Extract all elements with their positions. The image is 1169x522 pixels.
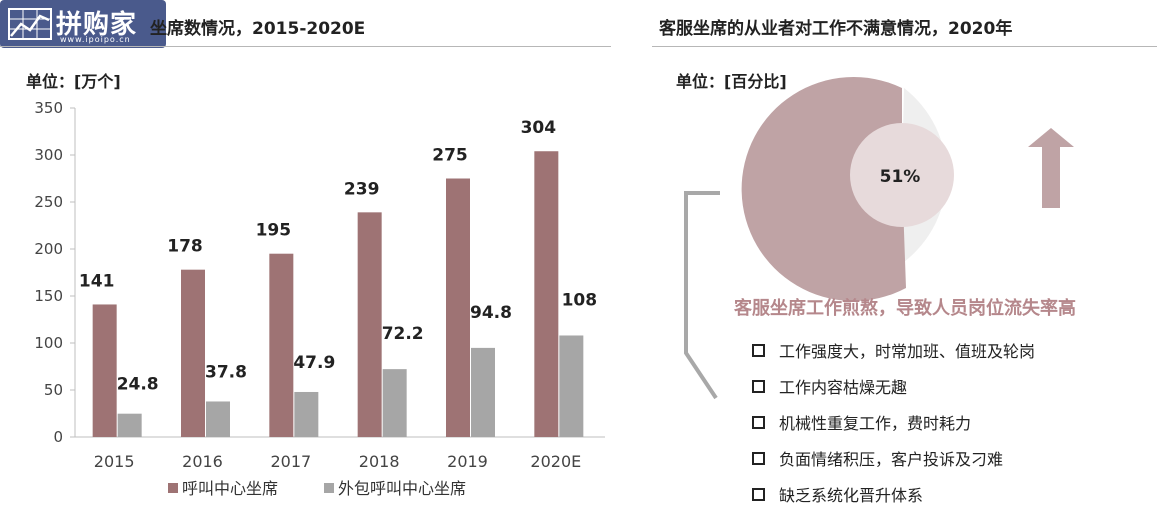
bar-outsourced bbox=[206, 401, 230, 437]
bar-outsourced bbox=[382, 369, 407, 437]
legend-label: 呼叫中心坐席 bbox=[182, 479, 278, 498]
bar-call-center bbox=[92, 304, 117, 437]
checkbox-square-icon bbox=[752, 415, 765, 429]
checkbox-square-icon bbox=[752, 487, 765, 501]
brand-logo: 拼购家 www.ipoipo.cn bbox=[0, 0, 166, 48]
pie-center bbox=[850, 123, 954, 227]
data-label: 141 bbox=[79, 271, 115, 291]
right-chart-title: 客服坐席的从业者对工作不满意情况，2020年 bbox=[659, 19, 1013, 39]
x-tick-label: 2020E bbox=[530, 452, 581, 471]
data-label: 47.9 bbox=[293, 353, 335, 373]
data-label: 178 bbox=[167, 237, 203, 257]
x-tick-label: 2019 bbox=[447, 452, 488, 471]
legend-label: 外包呼叫中心坐席 bbox=[338, 479, 466, 498]
data-label: 195 bbox=[256, 221, 292, 241]
y-tick-label: 150 bbox=[34, 287, 63, 305]
right-unit-label: 单位：[百分比] bbox=[676, 72, 787, 91]
list-item: 工作内容枯燥无趣 bbox=[752, 368, 1035, 404]
bar-outsourced bbox=[471, 347, 495, 437]
bar-call-center bbox=[446, 178, 470, 437]
right-subheading: 客服坐席工作煎熬，导致人员岗位流失率高 bbox=[734, 298, 1076, 319]
left-chart-title: 坐席数情况，2015-2020E bbox=[150, 19, 366, 39]
x-tick-label: 2018 bbox=[359, 452, 400, 471]
bar-chart: 0 50 100 150 200 250 300 350 141 24.8 2015 178 37.8 2… bbox=[34, 99, 605, 498]
list-item: 负面情绪积压，客户投诉及刁难 bbox=[752, 440, 1035, 476]
y-tick-label: 250 bbox=[34, 193, 63, 211]
chart-logo-icon bbox=[8, 8, 52, 40]
bar-call-center bbox=[269, 253, 294, 437]
up-arrow-icon bbox=[1028, 128, 1074, 208]
y-tick-label: 350 bbox=[34, 99, 63, 117]
legend-swatch bbox=[324, 483, 334, 493]
bar-call-center bbox=[181, 269, 205, 437]
bracket-decoration bbox=[684, 191, 720, 400]
pie-panel: 51% bbox=[684, 77, 1074, 400]
logo-url: www.ipoipo.cn bbox=[60, 35, 131, 44]
y-tick-label: 100 bbox=[34, 334, 63, 352]
data-label: 239 bbox=[344, 179, 380, 199]
y-tick-label: 200 bbox=[34, 240, 63, 258]
pie-slice-dissatisfied bbox=[741, 77, 906, 302]
data-label: 72.2 bbox=[382, 324, 424, 344]
left-title-rule bbox=[0, 46, 611, 47]
data-label: 304 bbox=[521, 118, 557, 138]
bar-call-center bbox=[357, 212, 382, 437]
bar-outsourced bbox=[294, 391, 319, 437]
right-title-rule bbox=[652, 46, 1157, 47]
pie-value-label: 51% bbox=[880, 167, 921, 187]
bar-outsourced bbox=[117, 413, 142, 437]
reason-list: 工作强度大，时常加班、值班及轮岗 工作内容枯燥无趣 机械性重复工作，费时耗力 负… bbox=[752, 332, 1035, 512]
list-item: 工作强度大，时常加班、值班及轮岗 bbox=[752, 332, 1035, 368]
x-tick-label: 2016 bbox=[182, 452, 223, 471]
checkbox-square-icon bbox=[752, 379, 765, 393]
data-label: 275 bbox=[432, 146, 468, 166]
data-label: 108 bbox=[562, 290, 598, 310]
list-item: 缺乏系统化晋升体系 bbox=[752, 476, 1035, 512]
x-tick-label: 2015 bbox=[94, 452, 135, 471]
data-label: 24.8 bbox=[117, 375, 159, 395]
y-tick-label: 0 bbox=[53, 428, 63, 446]
y-tick-label: 300 bbox=[34, 146, 63, 164]
checkbox-square-icon bbox=[752, 451, 765, 465]
left-unit-label: 单位：[万个] bbox=[26, 72, 121, 91]
bar-call-center bbox=[534, 151, 559, 438]
data-label: 94.8 bbox=[470, 303, 512, 323]
x-tick-label: 2017 bbox=[270, 452, 311, 471]
logo-text: 拼购家 bbox=[56, 10, 138, 40]
list-item: 机械性重复工作，费时耗力 bbox=[752, 404, 1035, 440]
data-label: 37.8 bbox=[205, 362, 247, 382]
legend-swatch bbox=[168, 483, 178, 493]
y-tick-label: 50 bbox=[44, 381, 63, 399]
bar-outsourced bbox=[559, 335, 584, 437]
checkbox-square-icon bbox=[752, 343, 765, 357]
